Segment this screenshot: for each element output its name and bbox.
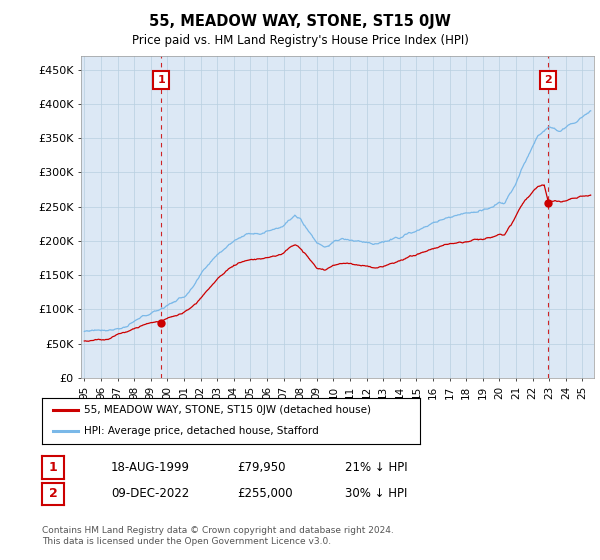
Text: 21% ↓ HPI: 21% ↓ HPI xyxy=(345,461,407,474)
Text: 55, MEADOW WAY, STONE, ST15 0JW: 55, MEADOW WAY, STONE, ST15 0JW xyxy=(149,14,451,29)
Text: 2: 2 xyxy=(544,75,552,85)
Text: 18-AUG-1999: 18-AUG-1999 xyxy=(111,461,190,474)
Text: 55, MEADOW WAY, STONE, ST15 0JW (detached house): 55, MEADOW WAY, STONE, ST15 0JW (detache… xyxy=(83,405,371,415)
Text: 1: 1 xyxy=(157,75,165,85)
Text: 09-DEC-2022: 09-DEC-2022 xyxy=(111,487,189,501)
Text: HPI: Average price, detached house, Stafford: HPI: Average price, detached house, Staf… xyxy=(83,426,319,436)
Text: 1: 1 xyxy=(49,461,58,474)
Text: Contains HM Land Registry data © Crown copyright and database right 2024.
This d: Contains HM Land Registry data © Crown c… xyxy=(42,526,394,546)
Text: Price paid vs. HM Land Registry's House Price Index (HPI): Price paid vs. HM Land Registry's House … xyxy=(131,34,469,46)
Text: 2: 2 xyxy=(49,487,58,501)
Text: £79,950: £79,950 xyxy=(237,461,286,474)
Text: £255,000: £255,000 xyxy=(237,487,293,501)
Text: 30% ↓ HPI: 30% ↓ HPI xyxy=(345,487,407,501)
